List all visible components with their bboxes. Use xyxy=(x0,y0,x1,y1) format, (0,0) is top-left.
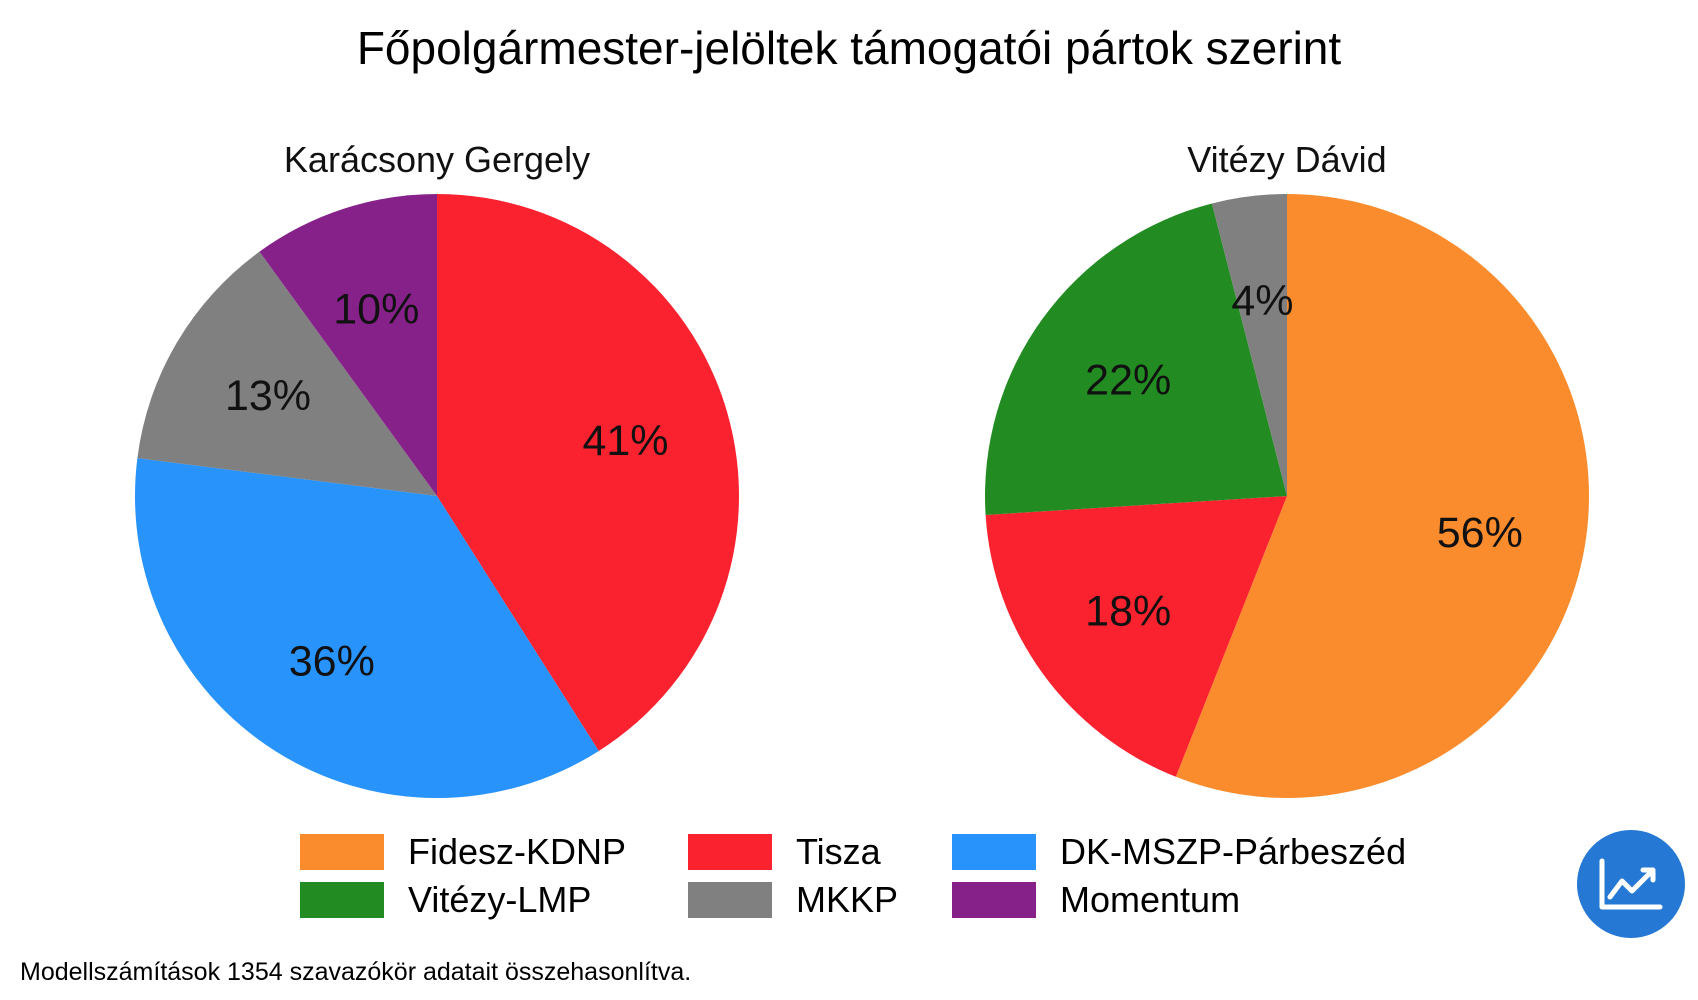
slice-label-vitezy-lmp: 22% xyxy=(1085,357,1171,405)
legend-label: DK-MSZP-Párbeszéd xyxy=(1060,831,1407,872)
legend-label: Vitézy-LMP xyxy=(408,879,592,920)
legend-item-momentum: Momentum xyxy=(952,880,1240,920)
legend-label: MKKP xyxy=(796,879,899,920)
legend-swatch xyxy=(688,834,772,870)
legend-item-fidesz-kdnp: Fidesz-KDNP xyxy=(300,832,626,872)
legend-item-dk-mszp-parbeszed: DK-MSZP-Párbeszéd xyxy=(952,832,1406,872)
pie-slice-tisza xyxy=(437,194,740,751)
legend-swatch xyxy=(300,882,384,918)
pie-title: Karácsony Gergely xyxy=(284,139,590,180)
legend-item-mkkp: MKKP xyxy=(688,880,898,920)
legend-item-vitezy-lmp: Vitézy-LMP xyxy=(300,880,591,920)
legend-label: Momentum xyxy=(1060,879,1241,920)
slice-label-mkkp: 4% xyxy=(1231,277,1293,325)
pie-karacsony-gergely: Karácsony Gergely 41% 36% 13% 10% xyxy=(134,139,740,799)
pie-charts: Karácsony Gergely 41% 36% 13% 10% Vitézy Dávi… xyxy=(134,139,1590,799)
pie-slice-dk-mszp-parbeszed xyxy=(134,458,599,799)
pie-title: Vitézy Dávid xyxy=(1187,139,1386,180)
legend-item-tisza: Tisza xyxy=(688,832,881,872)
slice-label-fidesz-kdnp: 56% xyxy=(1437,509,1523,557)
chart-title: Főpolgármester-jelöltek támogatói pártok… xyxy=(356,22,1342,74)
legend-label: Fidesz-KDNP xyxy=(408,831,627,872)
pie-slice-vitezy-lmp xyxy=(985,203,1287,515)
slice-label-momentum: 10% xyxy=(333,285,419,333)
slice-label-mkkp: 13% xyxy=(225,372,311,420)
legend-swatch xyxy=(952,834,1036,870)
pie-slice-fidesz-kdnp xyxy=(1175,194,1590,798)
legend-swatch xyxy=(688,882,772,918)
legend-swatch xyxy=(952,882,1036,918)
legend-label: Tisza xyxy=(796,831,881,872)
pie-slice-momentum xyxy=(259,194,437,496)
slice-label-tisza: 41% xyxy=(582,417,668,465)
legend-swatch xyxy=(300,834,384,870)
pie-slice-tisza xyxy=(985,496,1287,777)
pie-slice-mkkp xyxy=(1211,194,1287,496)
slice-label-tisza: 18% xyxy=(1085,587,1171,635)
pie-vitezy-david: Vitézy Dávid 56% 18% 22% 4% xyxy=(985,139,1590,798)
trend-chart-icon xyxy=(1577,830,1685,938)
pie-slice-mkkp xyxy=(137,251,437,496)
footnote: Modellszámítások 1354 szavazókör adatait… xyxy=(20,958,692,986)
slice-label-dk-mszp-parbeszed: 36% xyxy=(289,638,375,686)
